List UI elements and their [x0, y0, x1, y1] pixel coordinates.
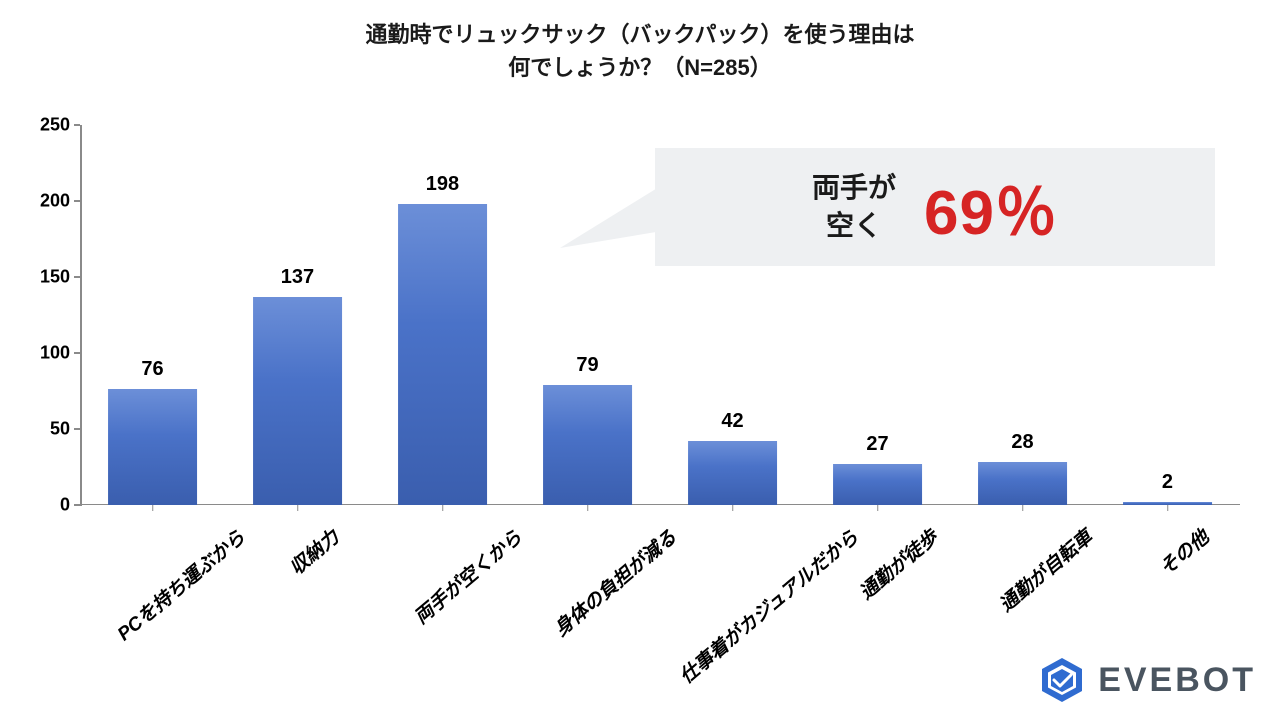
bar-value-label: 42	[721, 410, 743, 433]
x-tick-mark	[732, 505, 734, 511]
chart-title: 通勤時でリュックサック（バックパック）を使う理由は 何でしょうか？（N=285）	[0, 18, 1280, 84]
brand-logo: EVEBOT	[1038, 656, 1256, 704]
bar: 198	[398, 204, 488, 505]
y-tick-label: 200	[40, 191, 70, 212]
x-label: 両手が空くから	[407, 523, 526, 629]
bar-value-label: 76	[141, 358, 163, 381]
x-label: その他	[1152, 523, 1213, 580]
y-tick-label: 250	[40, 115, 70, 136]
y-tick-label: 100	[40, 343, 70, 364]
bar-value-label: 198	[426, 173, 459, 196]
bar-value-label: 79	[576, 354, 598, 377]
x-tick-mark	[297, 505, 299, 511]
callout-box: 両手が 空く 69％	[655, 148, 1215, 266]
bar-value-label: 27	[866, 433, 888, 456]
y-tick-label: 150	[40, 267, 70, 288]
bar: 42	[688, 441, 778, 505]
x-label-slot: PCを持ち運ぶから	[80, 505, 225, 705]
x-label: 収納力	[282, 523, 343, 580]
bar-slot: 198	[370, 125, 515, 505]
bar-value-label: 137	[281, 266, 314, 289]
x-tick-mark	[442, 505, 444, 511]
x-tick-mark	[152, 505, 154, 511]
callout-value: 69％	[924, 162, 1058, 252]
x-tick-mark	[587, 505, 589, 511]
callout-tail	[560, 166, 680, 256]
x-label: 通勤が徒歩	[852, 523, 942, 605]
x-tick-mark	[877, 505, 879, 511]
x-label-slot: 身体の負担が減る	[515, 505, 660, 705]
bar: 28	[978, 462, 1068, 505]
chart-container: 通勤時でリュックサック（バックパック）を使う理由は 何でしょうか？（N=285）…	[0, 0, 1280, 720]
title-line1: 通勤時でリュックサック（バックパック）を使う理由は	[0, 18, 1280, 51]
bar-value-label: 28	[1011, 431, 1033, 454]
y-tick-label: 50	[50, 419, 70, 440]
x-label-slot: 仕事着がカジュアルだから	[660, 505, 805, 705]
x-label-slot: 両手が空くから	[370, 505, 515, 705]
x-label-slot: 収納力	[225, 505, 370, 705]
logo-text: EVEBOT	[1098, 661, 1256, 700]
title-line2: 何でしょうか？（N=285）	[0, 51, 1280, 84]
x-tick-mark	[1022, 505, 1024, 511]
bar-slot: 76	[80, 125, 225, 505]
logo-hex-icon	[1038, 656, 1086, 704]
y-tick-label: 0	[60, 495, 70, 516]
x-label: 通勤が自転車	[992, 523, 1097, 617]
x-label-slot: 通勤が徒歩	[805, 505, 950, 705]
bar: 27	[833, 464, 923, 505]
callout-label: 両手が 空く	[812, 169, 896, 245]
bar-value-label: 2	[1162, 471, 1173, 494]
x-tick-mark	[1167, 505, 1169, 511]
bar: 137	[253, 297, 343, 505]
bar: 76	[108, 389, 198, 505]
bar-slot: 137	[225, 125, 370, 505]
bar: 79	[543, 385, 633, 505]
